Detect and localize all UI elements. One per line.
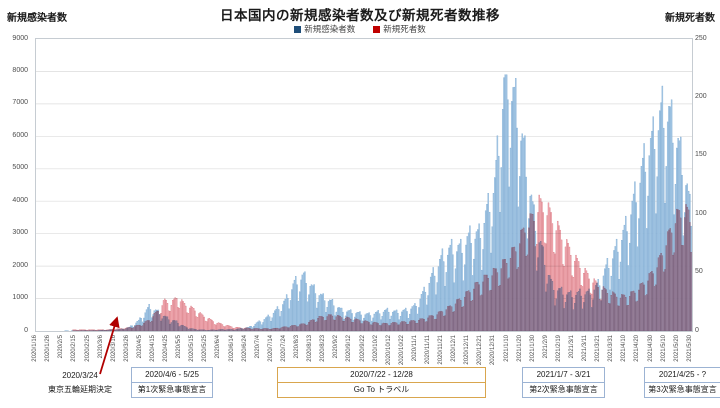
annotation-emergency3-text: 第3次緊急事態宣言 [645, 382, 720, 397]
x-axis-tick-label: 2020/11/21 [438, 335, 445, 365]
x-axis-tick-label: 2020/8/3 [294, 335, 301, 359]
right-axis-tick-label: 0 [695, 326, 699, 334]
x-axis-tick-label: 2021/5/30 [686, 335, 693, 362]
left-axis-tick-label: 6000 [12, 131, 28, 139]
annotation-emergency2-date: 2021/1/7 - 3/21 [536, 370, 591, 379]
x-axis-tick-label: 2020/10/2 [372, 335, 379, 362]
x-axis-tick-label: 2020/11/11 [424, 335, 431, 365]
x-axis-tick-label: 2020/6/14 [228, 335, 235, 362]
left-axis-tick-label: 4000 [12, 196, 28, 204]
left-axis-tick-label: 7000 [12, 99, 28, 107]
x-axis-tick-label: 2020/8/23 [320, 335, 327, 362]
annotation-goto-date: 2020/7/22 - 12/28 [350, 370, 413, 379]
x-axis-tick-label: 2020/11/1 [411, 335, 418, 362]
annotation-olympics-text: 東京五輪延期決定 [48, 385, 112, 394]
annotation-goto-text: Go To トラベル [278, 382, 485, 397]
x-axis-tick-label: 2020/9/2 [333, 335, 340, 359]
right-axis-tick-label: 200 [695, 92, 707, 100]
annotation-emergency3: 2021/4/25 - ? 第3次緊急事態宣言 [644, 367, 720, 398]
right-axis-tick-label: 100 [695, 209, 707, 217]
chart-title: 日本国内の新規感染者数及び新規死者数推移 [220, 8, 500, 23]
x-axis-tick-label: 2021/5/10 [660, 335, 667, 362]
x-axis-tick-label: 2020/8/13 [307, 335, 314, 362]
bars-canvas [36, 71, 692, 331]
x-axis-tick-label: 2020/1/26 [45, 335, 52, 362]
x-axis-tick-label: 2020/10/12 [385, 335, 392, 366]
right-axis-tick-label: 50 [695, 268, 703, 276]
right-axis-ticks: 0 50 100 150 200 250 [695, 34, 720, 334]
x-axis-tick-label: 2021/4/20 [634, 335, 641, 362]
x-axis-tick-label: 2020/4/5 [136, 335, 143, 359]
right-axis-title: 新規死者数 [665, 13, 715, 24]
x-axis-tick-label: 2020/12/31 [490, 335, 497, 366]
x-axis-tick-label: 2020/5/15 [189, 335, 196, 362]
annotation-emergency1: 2020/4/6 - 5/25 第1次緊急事態宣言 [131, 367, 213, 398]
x-axis-tick-label: 2020/5/5 [176, 335, 183, 359]
left-axis-tick-label: 3000 [12, 229, 28, 237]
x-axis-tick-label: 2021/1/30 [529, 335, 536, 362]
left-axis-tick-label: 1000 [12, 294, 28, 302]
x-axis-tick-label: 2020/6/4 [215, 335, 222, 359]
x-axis-tick-label: 2021/2/19 [555, 335, 562, 362]
x-axis-tick-label: 2020/7/4 [254, 335, 261, 359]
x-axis-tick-label: 2021/3/11 [582, 335, 589, 362]
deaths-bars [72, 194, 692, 331]
annotation-olympics-date: 2020/3/24 [62, 371, 98, 380]
x-axis-tick-label: 2021/3/21 [595, 335, 602, 362]
annotation-olympics: 2020/3/24 東京五輪延期決定 [38, 369, 122, 397]
x-axis-tick-label: 2021/5/20 [673, 335, 680, 362]
x-axis-tick-label: 2021/1/10 [503, 335, 510, 362]
x-axis-tick-label: 2020/9/12 [346, 335, 353, 362]
left-axis-tick-label: 8000 [12, 66, 28, 74]
x-axis-tick-label: 2020/12/11 [464, 335, 471, 365]
x-axis-tick-label: 2020/1/16 [32, 335, 39, 362]
left-axis-tick-label: 5000 [12, 164, 28, 172]
x-axis-tick-label: 2020/3/26 [123, 335, 130, 362]
annotation-emergency1-date: 2020/4/6 - 5/25 [145, 370, 199, 379]
plot-area [35, 38, 693, 332]
x-axis-tick-label: 2021/3/1 [569, 335, 575, 359]
gridlines [36, 71, 692, 299]
annotation-emergency2: 2021/1/7 - 3/21 第2次緊急事態宣言 [522, 367, 605, 398]
chart-legend: 新規感染者数 新規死者数 [0, 23, 720, 35]
legend-label-deaths: 新規死者数 [383, 24, 426, 34]
annotation-emergency3-date: 2021/4/25 - ? [658, 370, 707, 379]
x-axis-tick-label: 2020/6/24 [241, 335, 248, 362]
right-axis-tick-label: 250 [695, 34, 707, 42]
x-axis-tick-label: 2020/5/25 [202, 335, 209, 362]
x-axis-tick-label: 2020/3/16 [110, 335, 117, 362]
x-axis-tick-label: 2020/9/22 [359, 335, 366, 362]
x-axis-tick-label: 2021/1/20 [516, 335, 523, 362]
left-axis-tick-label: 0 [24, 326, 28, 334]
x-axis-tick-label: 2020/2/5 [58, 335, 65, 359]
x-axis-tick-label: 2020/4/25 [163, 335, 170, 362]
x-axis-tick-label: 2020/12/1 [451, 335, 458, 362]
cases-swatch-icon [294, 25, 302, 33]
x-axis-tick-label: 2021/2/9 [542, 335, 549, 359]
x-axis-tick-label: 2020/2/15 [71, 335, 78, 362]
x-axis-tick-label: 2020/10/22 [398, 335, 405, 366]
legend-item-deaths: 新規死者数 [373, 23, 426, 35]
deaths-swatch-icon [373, 25, 381, 33]
x-axis-tick-label: 2020/7/24 [280, 335, 287, 362]
annotation-emergency1-text: 第1次緊急事態宣言 [132, 382, 212, 397]
x-axis-tick-label: 2020/7/14 [267, 335, 274, 362]
x-axis-tick-label: 2020/4/15 [149, 335, 156, 362]
left-axis-tick-label: 9000 [12, 34, 28, 42]
annotation-emergency2-text: 第2次緊急事態宣言 [523, 382, 604, 397]
left-axis-ticks: 0 1000 2000 3000 4000 5000 6000 7000 8000 9000 [0, 34, 31, 334]
left-axis-title: 新規感染者数 [7, 13, 67, 24]
legend-item-cases: 新規感染者数 [294, 23, 355, 35]
x-axis-tick-label: 2020/2/25 [84, 335, 91, 362]
left-axis-tick-label: 2000 [12, 261, 28, 269]
x-axis-tick-label: 2020/3/6 [97, 335, 104, 359]
annotation-goto-travel: 2020/7/22 - 12/28 Go To トラベル [277, 367, 486, 398]
legend-label-cases: 新規感染者数 [304, 24, 356, 34]
x-axis-tick-label: 2021/4/10 [621, 335, 628, 362]
x-axis-tick-label: 2021/4/30 [647, 335, 654, 362]
x-axis-tick-label: 2020/12/21 [477, 335, 484, 366]
right-axis-tick-label: 150 [695, 151, 707, 159]
x-axis-tick-label: 2021/3/31 [608, 335, 615, 362]
